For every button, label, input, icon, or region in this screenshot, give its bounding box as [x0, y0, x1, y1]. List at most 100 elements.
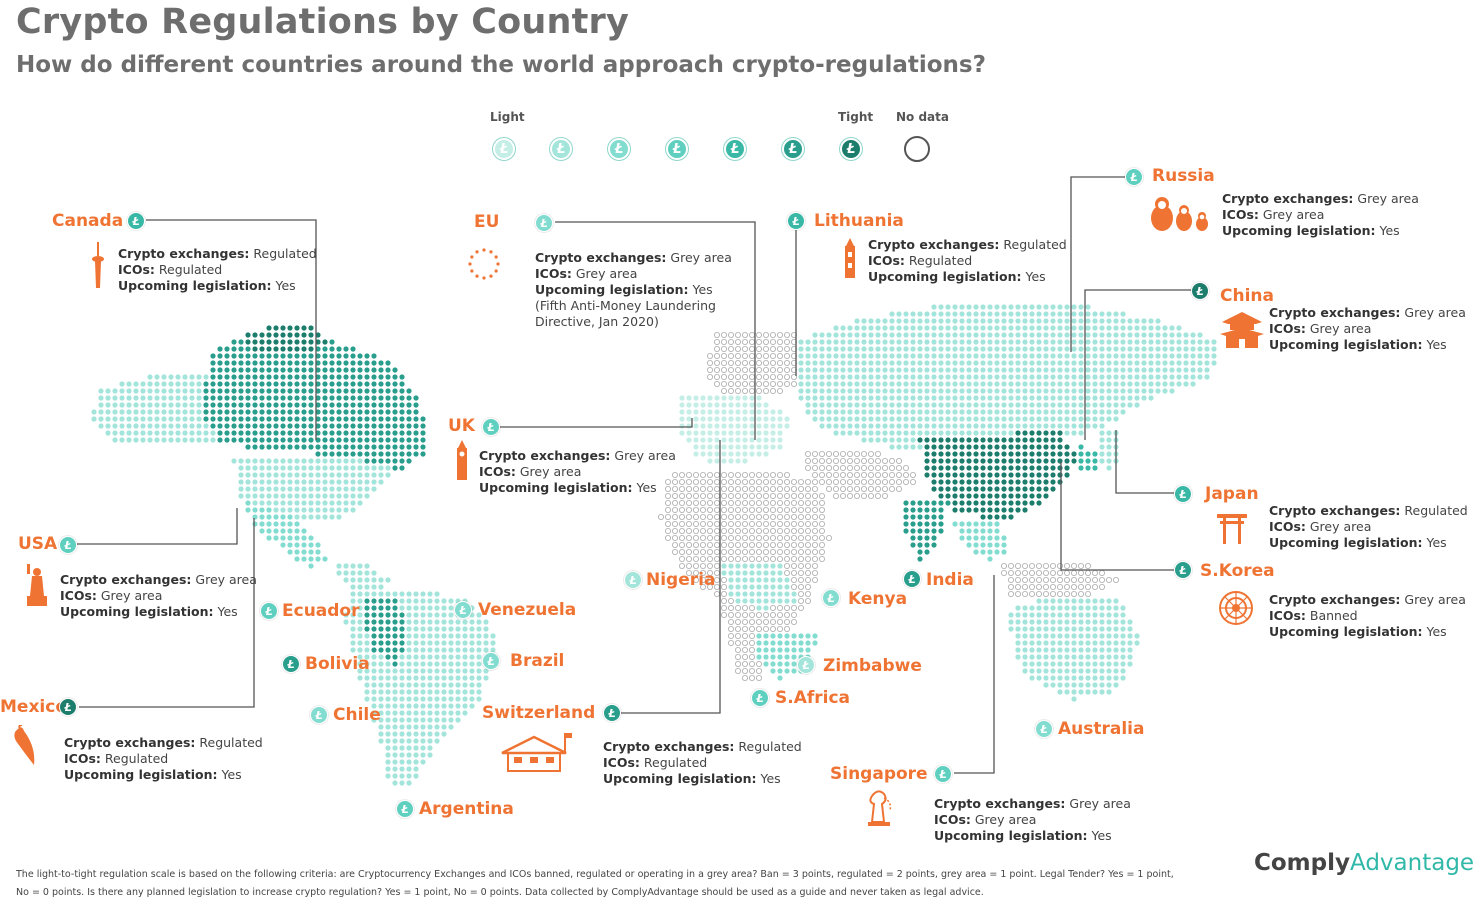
- map-dot: [1001, 549, 1007, 555]
- map-dot: [385, 423, 391, 429]
- map-dot: [1078, 332, 1084, 338]
- map-dot: [1036, 668, 1042, 674]
- map-dot: [385, 626, 391, 632]
- map-dot: [966, 395, 972, 401]
- map-dot: [210, 374, 216, 380]
- map-dot: [938, 402, 944, 408]
- map-dot: [714, 423, 720, 429]
- map-dot: [973, 479, 979, 485]
- map-dot: [1120, 640, 1126, 646]
- map-dot: [791, 542, 798, 549]
- map-dot: [385, 731, 391, 737]
- map-dot: [1057, 311, 1063, 317]
- map-dot: [364, 402, 370, 408]
- map-dot: [728, 619, 735, 626]
- map-dot: [777, 506, 784, 513]
- map-dot: [735, 514, 742, 521]
- map-dot: [1169, 367, 1175, 373]
- map-dot: [1071, 570, 1078, 577]
- map-dot: [392, 773, 398, 779]
- map-dot: [917, 311, 923, 317]
- map-dot: [728, 584, 734, 590]
- map-dot: [315, 444, 321, 450]
- value-exchanges: Grey area: [614, 448, 676, 463]
- map-dot: [1050, 479, 1056, 485]
- map-dot: [371, 640, 377, 646]
- map-dot: [700, 535, 707, 542]
- map-dot: [287, 339, 293, 345]
- map-dot: [329, 353, 335, 359]
- map-dot: [1036, 423, 1042, 429]
- map-dot: [371, 388, 377, 394]
- map-dot: [1036, 605, 1042, 611]
- map-dot: [693, 409, 699, 415]
- map-dot: [1036, 612, 1042, 618]
- map-dot: [756, 387, 763, 394]
- map-dot: [1029, 437, 1035, 443]
- map-dot: [371, 437, 377, 443]
- map-dot: [700, 423, 706, 429]
- map-dot: [798, 353, 804, 359]
- map-dot: [728, 444, 734, 450]
- map-dot: [1015, 304, 1021, 310]
- map-dot: [378, 479, 384, 485]
- map-dot: [266, 535, 272, 541]
- map-dot: [721, 430, 727, 436]
- map-dot: [448, 682, 454, 688]
- country-name-india: India: [926, 570, 974, 590]
- map-dot: [1043, 563, 1050, 570]
- map-dot: [1015, 619, 1021, 625]
- map-dot: [875, 409, 881, 415]
- map-dot: [749, 395, 755, 401]
- map-dot: [1120, 668, 1126, 674]
- map-dot: [336, 486, 342, 492]
- map-dot: [679, 514, 686, 521]
- map-dot: [749, 471, 756, 478]
- map-dot: [686, 521, 693, 528]
- map-dot: [1113, 395, 1119, 401]
- map-dot: [392, 633, 398, 639]
- map-dot: [448, 689, 454, 695]
- map-dot: [385, 402, 391, 408]
- map-dot: [182, 437, 188, 443]
- map-dot: [798, 360, 804, 366]
- map-dot: [399, 773, 405, 779]
- map-dot: [910, 437, 916, 443]
- map-dot: [1071, 451, 1077, 457]
- map-dot: [392, 717, 398, 723]
- map-dot: [161, 409, 167, 415]
- map-dot: [847, 450, 854, 457]
- map-dot: [364, 633, 370, 639]
- map-dot: [294, 444, 300, 450]
- map-dot: [1050, 640, 1056, 646]
- map-dot: [364, 472, 370, 478]
- map-dot: [1036, 563, 1043, 570]
- map-dot: [168, 388, 174, 394]
- map-dot: [378, 360, 384, 366]
- map-dot: [259, 507, 265, 513]
- map-dot: [1211, 360, 1217, 366]
- map-dot: [1057, 416, 1063, 422]
- label-exchanges: Crypto exchanges:: [64, 735, 196, 750]
- coin-icon-skorea: Ł: [1174, 561, 1192, 579]
- map-dot: [266, 514, 272, 520]
- map-dot: [742, 528, 749, 535]
- map-dot: [182, 409, 188, 415]
- map-dot: [357, 395, 363, 401]
- map-dot: [280, 381, 286, 387]
- map-dot: [917, 500, 923, 506]
- map-dot: [273, 332, 279, 338]
- map-dot: [357, 584, 363, 590]
- map-dot: [742, 478, 749, 485]
- map-dot: [931, 416, 937, 422]
- map-dot: [1057, 675, 1063, 681]
- map-dot: [462, 668, 468, 674]
- map-dot: [385, 416, 391, 422]
- map-dot: [1162, 367, 1168, 373]
- map-dot: [1057, 633, 1063, 639]
- map-dot: [721, 612, 728, 619]
- map-dot: [1001, 367, 1007, 373]
- map-dot: [945, 416, 951, 422]
- map-dot: [812, 570, 819, 577]
- eu-star: [475, 274, 479, 278]
